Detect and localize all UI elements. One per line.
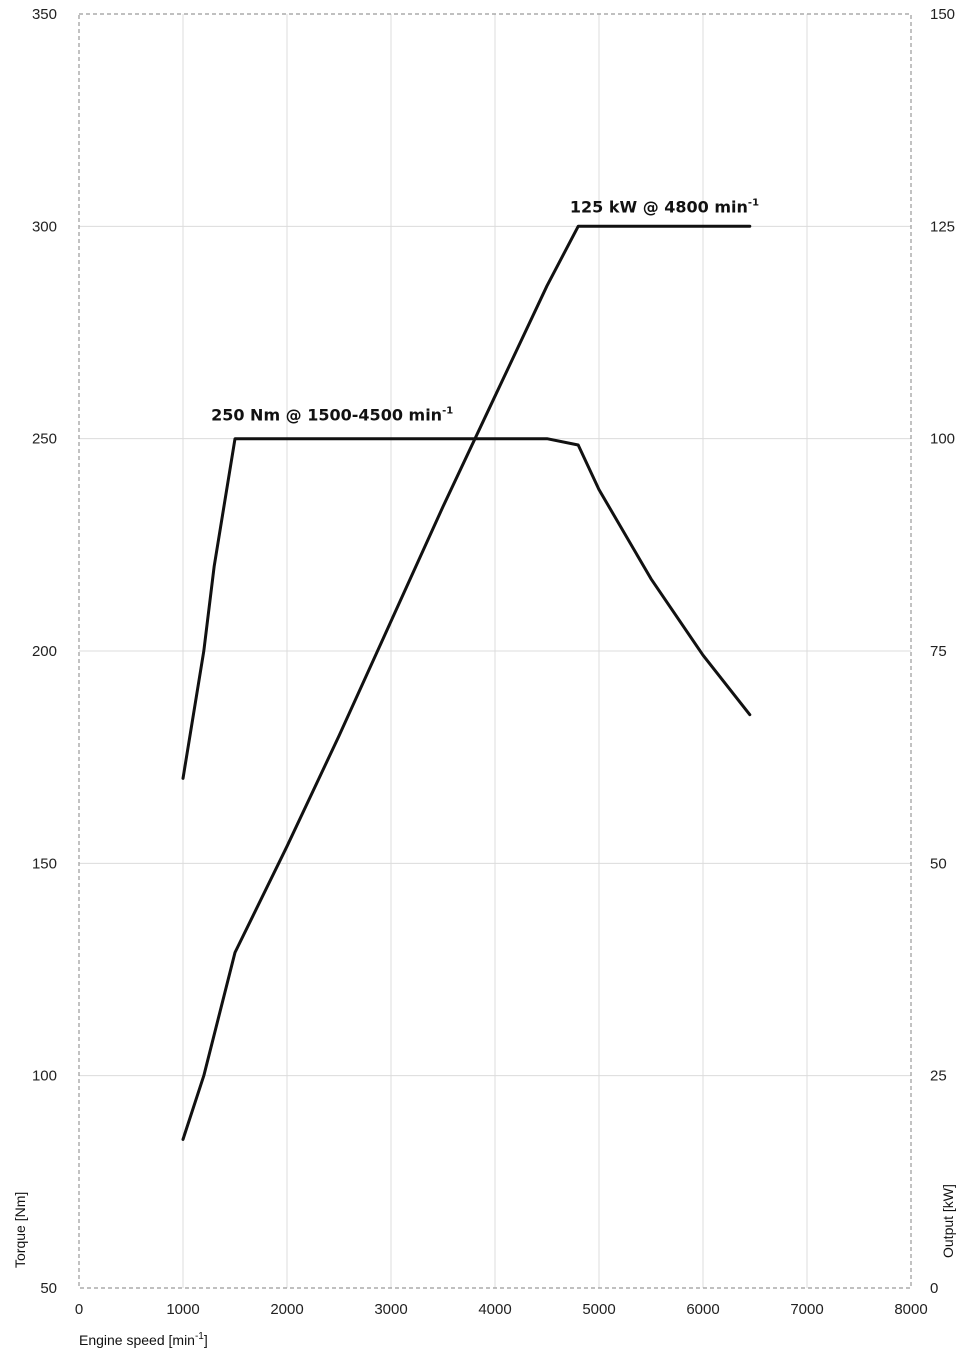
y-left-tick-label: 50 — [40, 1280, 57, 1297]
x-tick-label: 6000 — [686, 1301, 719, 1318]
y-left-tick-label: 150 — [32, 855, 57, 872]
y-left-tick-label: 300 — [32, 218, 57, 235]
y-right-tick-label: 125 — [930, 218, 955, 235]
y-right-tick-label: 75 — [930, 643, 947, 660]
y-left-axis-label: Torque [Nm] — [12, 1192, 28, 1268]
power-peak-annotation: 125 kW @ 4800 min-1 — [570, 197, 759, 216]
x-tick-label: 2000 — [270, 1301, 303, 1318]
x-axis-ticks: 0 1000 2000 3000 4000 5000 6000 7000 8000 — [75, 1301, 928, 1318]
y-right-tick-label: 50 — [930, 855, 947, 872]
y-left-tick-label: 100 — [32, 1068, 57, 1085]
y-left-axis-ticks: 50 100 150 200 250 300 350 — [32, 6, 57, 1297]
torque-curve — [181, 437, 752, 780]
y-right-tick-label: 150 — [930, 6, 955, 23]
x-tick-label: 1000 — [166, 1301, 199, 1318]
x-tick-label: 4000 — [478, 1301, 511, 1318]
x-tick-label: 0 — [75, 1301, 83, 1318]
y-left-tick-label: 200 — [32, 643, 57, 660]
y-left-tick-label: 350 — [32, 6, 57, 23]
x-tick-label: 7000 — [790, 1301, 823, 1318]
series-lines — [181, 224, 752, 1141]
x-tick-label: 3000 — [374, 1301, 407, 1318]
y-left-tick-label: 250 — [32, 431, 57, 448]
y-right-tick-label: 0 — [930, 1280, 938, 1297]
output-curve — [181, 224, 752, 1141]
x-tick-label: 5000 — [582, 1301, 615, 1318]
x-tick-label: 8000 — [894, 1301, 927, 1318]
plot-frame — [78, 13, 912, 1289]
y-right-tick-label: 100 — [930, 431, 955, 448]
torque-peak-annotation: 250 Nm @ 1500-4500 min-1 — [211, 406, 453, 425]
y-right-axis-ticks: 0 25 50 75 100 125 150 — [930, 6, 955, 1297]
x-axis-label: Engine speed [min-1] — [79, 1331, 208, 1348]
y-right-tick-label: 25 — [930, 1068, 947, 1085]
y-right-axis-label: Output [kW] — [940, 1184, 956, 1258]
